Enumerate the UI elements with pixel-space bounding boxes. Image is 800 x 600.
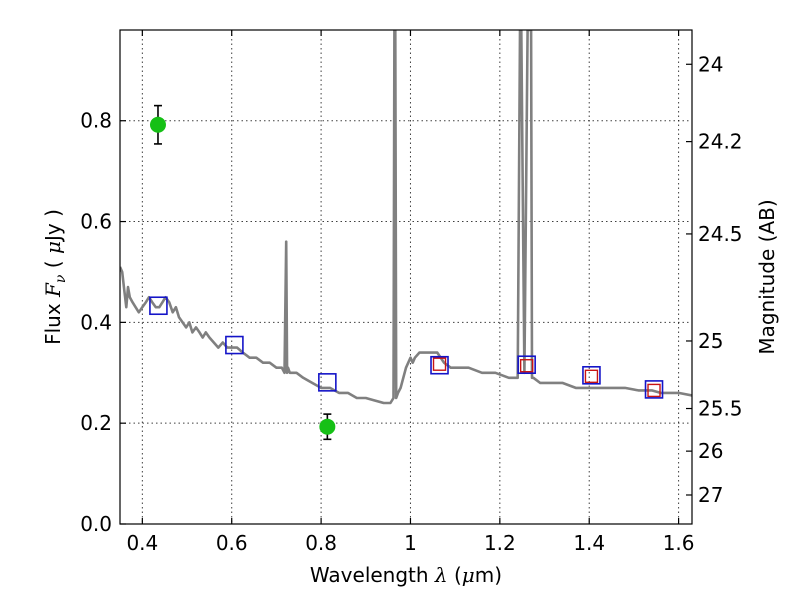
x-tick-label: 1 (404, 531, 417, 555)
observed-flux-marker (519, 359, 534, 373)
x-tick-label: 1.4 (573, 531, 605, 555)
x-tick-label: 1.2 (484, 531, 516, 555)
x-tick-label: 1.6 (663, 531, 695, 555)
y-tick-label: 0.6 (80, 210, 112, 234)
observed-flux-marker (584, 369, 599, 384)
model-flux-marker (225, 335, 244, 355)
model-flux-marker (430, 355, 449, 375)
observed-flux-marker (647, 383, 661, 398)
model-flux-marker (318, 373, 337, 392)
model-spectrum-line (120, 30, 692, 405)
y2-tick-label: 24 (698, 52, 723, 76)
y-axis-label: Flux Fν ( μJy ) (41, 209, 69, 345)
model-spectrum-group (120, 30, 692, 405)
tick-labels: 0.4 0.6 0.8 1 1.2 1.4 1.6 0.0 0.2 0.4 0.6 0.8 24 24.2… (80, 52, 742, 555)
observed-flux-marker (432, 357, 447, 371)
model-flux-marker (644, 380, 664, 399)
y2-tick-label: 24.5 (698, 222, 743, 246)
axis-ticks (120, 30, 692, 525)
y2-tick-label: 24.2 (698, 130, 743, 154)
x-tick-label: 0.8 (305, 531, 337, 555)
y2-axis-label: Magnitude (AB) (755, 199, 779, 354)
x-tick-label: 0.4 (126, 531, 158, 555)
y-tick-label: 0.2 (80, 411, 112, 435)
y-tick-label: 0.4 (80, 310, 112, 334)
x-tick-label: 0.6 (216, 531, 248, 555)
markers-group (149, 104, 664, 441)
model-flux-marker (582, 365, 601, 385)
measurement-point (319, 418, 336, 435)
model-flux-marker (517, 355, 536, 375)
y2-tick-label: 25.5 (698, 397, 743, 421)
model-flux-marker (149, 296, 168, 316)
x-axis-label: Wavelength λ (μm) (310, 563, 502, 587)
y2-tick-label: 26 (698, 439, 723, 463)
y-tick-label: 0.8 (80, 109, 112, 133)
y2-tick-label: 27 (698, 483, 723, 507)
plot-frame (119, 29, 693, 525)
y2-tick-label: 25 (698, 329, 723, 353)
measurement-point (149, 116, 166, 133)
y-tick-label: 0.0 (80, 512, 112, 536)
